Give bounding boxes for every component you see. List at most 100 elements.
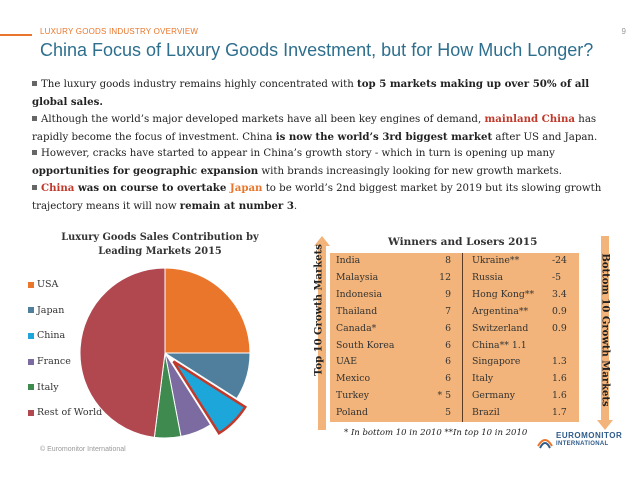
legend-swatch — [28, 281, 34, 288]
legend-item-china: China — [28, 323, 102, 349]
bottom-market-name: China** 1.1 — [472, 339, 527, 351]
pie-slice-rest-of-world — [79, 267, 166, 438]
table-footnote: * In bottom 10 in 2010 **In top 10 in 20… — [344, 428, 528, 438]
bullet-text: has rapidly become the focus of investme… — [32, 114, 597, 143]
table-row: Turkey * 5 Germany 1.6 — [330, 388, 579, 405]
legend-label: USA — [37, 279, 59, 291]
legend-item-japan: Japan — [28, 298, 102, 324]
top-market-name: Mexico — [336, 373, 371, 385]
bullet-text: Although the world’s major developed mar… — [41, 114, 485, 125]
legend-label: China — [37, 330, 66, 342]
legend-swatch — [28, 358, 34, 365]
bullet-bold-text: is now the world’s 3rd biggest market — [275, 130, 493, 143]
bottom-growth-label: Bottom 10 Growth Markets — [599, 253, 611, 407]
bottom-market-value: 1.6 — [552, 390, 567, 402]
logo-icon — [537, 439, 553, 449]
top-market-value: 6 — [445, 373, 451, 385]
bottom-market-name: Italy — [472, 373, 494, 385]
pie-chart-title: Luxury Goods Sales Contribution by Leadi… — [61, 232, 259, 257]
table-row: Indonesia 9 Hong Kong** 3.4 — [330, 287, 579, 304]
legend-swatch — [28, 307, 34, 314]
bullet-highlight-text: China — [41, 182, 75, 194]
top-growth-label: Top 10 Growth Markets — [313, 244, 325, 376]
pie-slice-usa — [164, 267, 251, 354]
bullet-square-icon — [32, 81, 37, 86]
top-market-name: Poland — [336, 407, 368, 419]
legend-item-usa: USA — [28, 272, 102, 298]
bottom-market-value: 1.3 — [552, 356, 567, 368]
bullet-text: However, cracks have started to appear i… — [41, 148, 555, 159]
top-market-name: Turkey — [336, 390, 370, 402]
table-row: Mexico 6 Italy 1.6 — [330, 371, 579, 388]
section-label: LUXURY GOODS INDUSTRY OVERVIEW — [40, 27, 199, 36]
legend-label: Rest of World — [37, 407, 103, 419]
page-title: China Focus of Luxury Goods Investment, … — [40, 40, 594, 60]
bottom-market-name: Germany — [472, 390, 515, 402]
euromonitor-logo: EUROMONITOR INTERNATIONAL — [536, 429, 626, 457]
bullet-bold-text: top 5 markets making up over 50% of all … — [32, 78, 590, 108]
top-market-value: 9 — [445, 288, 451, 300]
bullet-item: The luxury goods industry remains highly… — [32, 76, 620, 111]
legend-swatch — [28, 332, 34, 339]
bullet-text: with brands increasingly looking for new… — [258, 165, 562, 177]
top-market-value: 5 — [445, 407, 451, 419]
bullet-bold-text: was on course to overtake — [74, 182, 230, 194]
pie-chart — [79, 267, 251, 439]
table-row: Canada* 6 Switzerland 0.9 — [330, 321, 579, 338]
table-divider — [462, 253, 463, 422]
legend-item-italy: Italy — [28, 374, 102, 400]
top-market-name: Malaysia — [336, 271, 379, 283]
bottom-market-name: Singapore — [472, 356, 521, 368]
bullet-square-icon — [32, 116, 37, 121]
legend-label: Italy — [37, 381, 59, 393]
legend-swatch — [28, 409, 34, 416]
bottom-market-name: Russia — [472, 271, 504, 283]
bottom-market-name: Switzerland — [472, 322, 529, 334]
bottom-market-value: 1.7 — [552, 407, 567, 419]
top-market-value: 6 — [445, 322, 451, 334]
legend-item-rest-of-world: Rest of World — [28, 400, 102, 426]
bottom-market-value: 0.9 — [552, 322, 567, 334]
winners-losers-table: India 8 Ukraine** -24 Malaysia 12 Russia -5 Indo… — [330, 253, 579, 422]
bullet-list: The luxury goods industry remains highly… — [32, 76, 620, 215]
table-row: UAE 6 Singapore 1.3 — [330, 354, 579, 371]
bottom-market-name: Hong Kong** — [472, 288, 535, 300]
top-market-name: Indonesia — [336, 288, 382, 300]
bullet-text: The luxury goods industry remains highly… — [41, 79, 358, 90]
winners-losers-title: Winners and Losers 2015 — [388, 236, 538, 248]
legend-label: Japan — [37, 304, 65, 316]
copyright-text: © Euromonitor International — [40, 446, 126, 453]
logo-text: EUROMONITOR — [556, 431, 623, 440]
table-row: Poland 5 Brazil 1.7 — [330, 405, 579, 422]
table-row: Thailand 7 Argentina** 0.9 — [330, 304, 579, 321]
pie-slice-japan — [163, 352, 251, 400]
top-market-name: India — [336, 255, 361, 266]
bullet-square-icon — [32, 185, 37, 190]
pie-legend: USA Japan China France Italy Rest of World — [28, 272, 102, 426]
bullet-highlight-text: Japan — [229, 182, 263, 194]
bullet-item: China was on course to overtake Japan to… — [32, 180, 620, 215]
top-market-value: 8 — [445, 255, 451, 266]
bottom-market-value: -24 — [552, 255, 567, 266]
bottom-market-name: Ukraine** — [472, 255, 520, 266]
bottom-market-value: 0.9 — [552, 305, 567, 317]
top-market-value: 6 — [445, 339, 451, 351]
bullet-highlight-text: mainland China — [484, 113, 576, 125]
top-market-name: Thailand — [336, 305, 378, 317]
top-market-name: South Korea — [336, 339, 395, 351]
bullet-text: . — [293, 200, 298, 212]
bullet-square-icon — [32, 150, 37, 155]
legend-label: France — [37, 356, 71, 368]
header-accent-rule — [0, 34, 32, 36]
top-market-value: 6 — [445, 356, 451, 368]
bottom-market-name: Brazil — [472, 407, 500, 419]
top-market-value: 7 — [445, 305, 451, 317]
bullet-item: Although the world’s major developed mar… — [32, 111, 620, 146]
up-arrow-icon — [314, 236, 330, 430]
top-market-value: * 5 — [437, 390, 451, 402]
bottom-market-value: 1.6 — [552, 373, 567, 385]
page-number: 9 — [621, 27, 626, 36]
top-market-name: UAE — [336, 356, 358, 368]
pie-slice-china — [172, 360, 247, 435]
bullet-text: to be world’s 2nd biggest market by 2019… — [32, 183, 602, 212]
